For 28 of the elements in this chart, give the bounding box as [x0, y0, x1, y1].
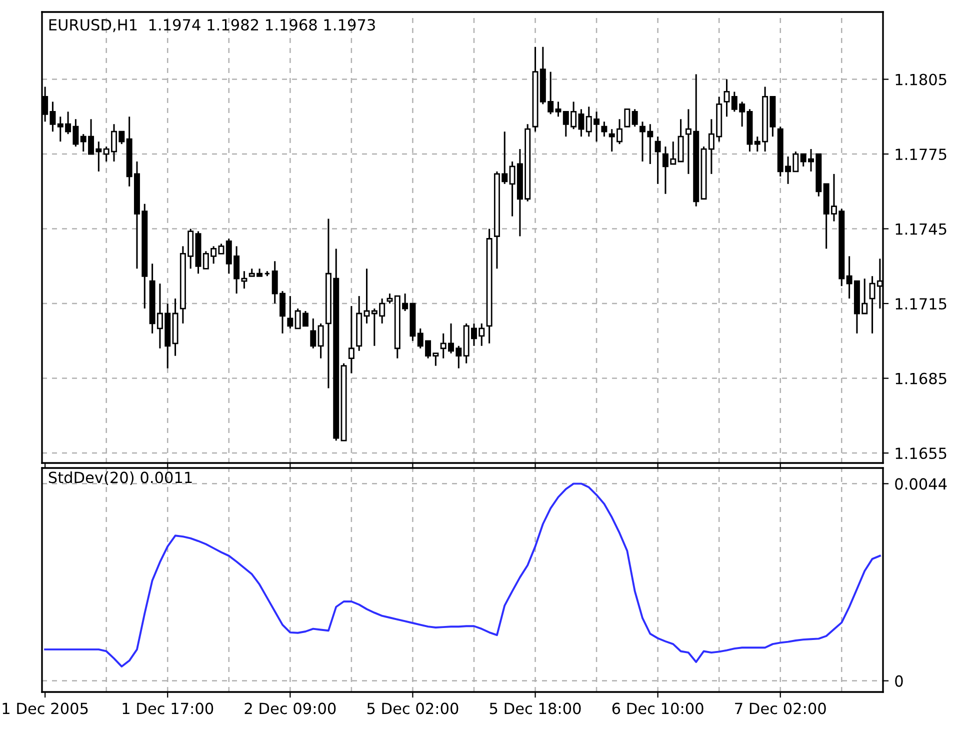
candlestick	[287, 295, 294, 330]
x-tick-label: 2 Dec 09:00	[244, 702, 336, 714]
candlestick	[624, 108, 630, 128]
y-tick-label: 1.1775	[896, 148, 946, 160]
x-tick-label: 1 Dec 17:00	[122, 702, 214, 714]
y-tick-label: 1.1715	[896, 298, 946, 310]
y-tick-label: 1.1745	[896, 223, 946, 235]
y-tick-label: 1.1655	[896, 448, 946, 460]
candlestick	[310, 318, 316, 350]
y-tick-label: 1.1685	[896, 372, 946, 384]
chart-title: EURUSD,H1 1.1974 1.1982 1.1968 1.1973	[49, 19, 375, 32]
candlestick	[386, 292, 393, 304]
y-tick-label: 1.1805	[896, 74, 946, 86]
x-tick-label: 7 Dec 02:00	[735, 702, 826, 714]
candlestick	[724, 78, 730, 118]
y-tick-label: 0.0044	[895, 478, 947, 490]
x-tick-label: 5 Dec 02:00	[367, 702, 458, 714]
candlestick	[632, 108, 638, 128]
candlestick	[601, 120, 608, 138]
y-tick-label: 0	[895, 675, 903, 687]
x-tick-label: 5 Dec 18:00	[490, 702, 581, 714]
candlestick	[318, 322, 324, 360]
chart-title: StdDev(20) 0.0011	[48, 471, 192, 485]
candlestick	[654, 136, 661, 185]
x-tick-label: 6 Dec 10:00	[612, 702, 704, 714]
x-tick-label: 1 Dec 2005	[2, 702, 88, 714]
candlestick	[555, 100, 562, 118]
candlestick	[348, 305, 354, 374]
